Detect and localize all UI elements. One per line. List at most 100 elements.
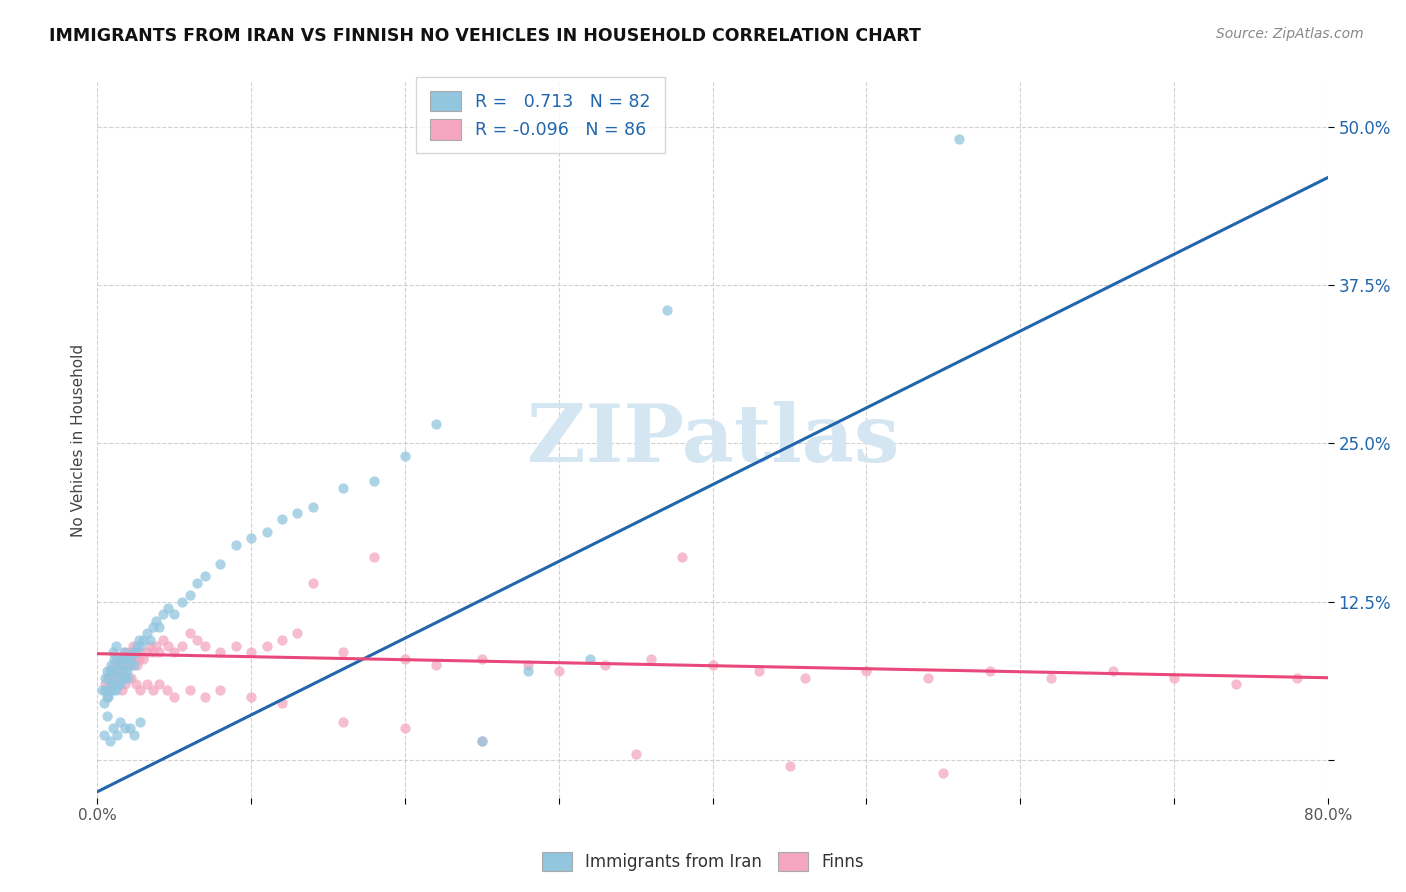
Point: [105, 728, 128, 742]
Point: [97, 671, 120, 685]
Point: [640, 652, 662, 666]
Point: [332, 481, 354, 495]
Point: [101, 722, 124, 736]
Point: [624, 747, 647, 761]
Point: [115, 652, 138, 666]
Point: [145, 639, 167, 653]
Point: [517, 665, 540, 679]
Point: [120, 652, 142, 666]
Point: [225, 538, 247, 552]
Point: [117, 652, 139, 666]
Point: [118, 645, 141, 659]
Point: [125, 645, 148, 659]
Point: [129, 639, 152, 653]
Point: [794, 671, 817, 685]
Point: [301, 575, 323, 590]
Point: [163, 645, 186, 659]
Point: [117, 671, 139, 685]
Point: [101, 645, 124, 659]
Point: [256, 525, 278, 540]
Point: [948, 132, 970, 146]
Point: [394, 652, 416, 666]
Point: [114, 671, 136, 685]
Point: [125, 677, 148, 691]
Point: [104, 639, 127, 653]
Point: [93, 696, 115, 710]
Point: [917, 671, 939, 685]
Point: [110, 658, 132, 673]
Point: [111, 683, 134, 698]
Point: [152, 607, 174, 622]
Point: [114, 722, 136, 736]
Point: [110, 714, 132, 729]
Point: [97, 690, 120, 704]
Point: [142, 645, 165, 659]
Point: [471, 734, 494, 748]
Point: [132, 652, 155, 666]
Point: [135, 677, 157, 691]
Point: [1040, 671, 1063, 685]
Point: [117, 658, 139, 673]
Point: [225, 639, 247, 653]
Point: [121, 639, 143, 653]
Point: [363, 475, 385, 489]
Text: IMMIGRANTS FROM IRAN VS FINNISH NO VEHICLES IN HOUSEHOLD CORRELATION CHART: IMMIGRANTS FROM IRAN VS FINNISH NO VEHIC…: [49, 27, 921, 45]
Point: [186, 632, 208, 647]
Point: [98, 665, 121, 679]
Point: [105, 652, 128, 666]
Point: [94, 683, 117, 698]
Point: [101, 671, 124, 685]
Point: [135, 626, 157, 640]
Point: [157, 601, 180, 615]
Point: [129, 714, 152, 729]
Point: [122, 658, 145, 673]
Point: [122, 652, 145, 666]
Point: [129, 683, 152, 698]
Point: [135, 645, 157, 659]
Legend: Immigrants from Iran, Finns: Immigrants from Iran, Finns: [533, 843, 873, 880]
Point: [111, 652, 134, 666]
Point: [209, 557, 232, 571]
Point: [110, 658, 132, 673]
Point: [104, 665, 127, 679]
Point: [194, 569, 217, 583]
Point: [97, 671, 120, 685]
Point: [142, 620, 165, 634]
Point: [142, 683, 165, 698]
Point: [240, 645, 263, 659]
Point: [240, 532, 263, 546]
Point: [285, 626, 308, 640]
Point: [100, 658, 122, 673]
Point: [118, 722, 141, 736]
Point: [112, 665, 135, 679]
Point: [593, 658, 616, 673]
Point: [471, 652, 494, 666]
Point: [91, 683, 114, 698]
Point: [578, 652, 600, 666]
Point: [114, 645, 136, 659]
Point: [111, 671, 134, 685]
Point: [179, 589, 201, 603]
Point: [671, 550, 693, 565]
Point: [932, 765, 955, 780]
Point: [702, 658, 724, 673]
Point: [118, 658, 141, 673]
Point: [98, 683, 121, 698]
Point: [127, 639, 149, 653]
Point: [94, 671, 117, 685]
Point: [186, 575, 208, 590]
Point: [120, 652, 142, 666]
Point: [132, 632, 155, 647]
Point: [103, 652, 125, 666]
Point: [122, 728, 145, 742]
Point: [1286, 671, 1309, 685]
Point: [517, 658, 540, 673]
Point: [655, 303, 678, 318]
Point: [471, 734, 494, 748]
Point: [108, 658, 131, 673]
Point: [101, 683, 124, 698]
Point: [271, 632, 294, 647]
Point: [114, 677, 136, 691]
Point: [94, 677, 117, 691]
Point: [96, 708, 118, 723]
